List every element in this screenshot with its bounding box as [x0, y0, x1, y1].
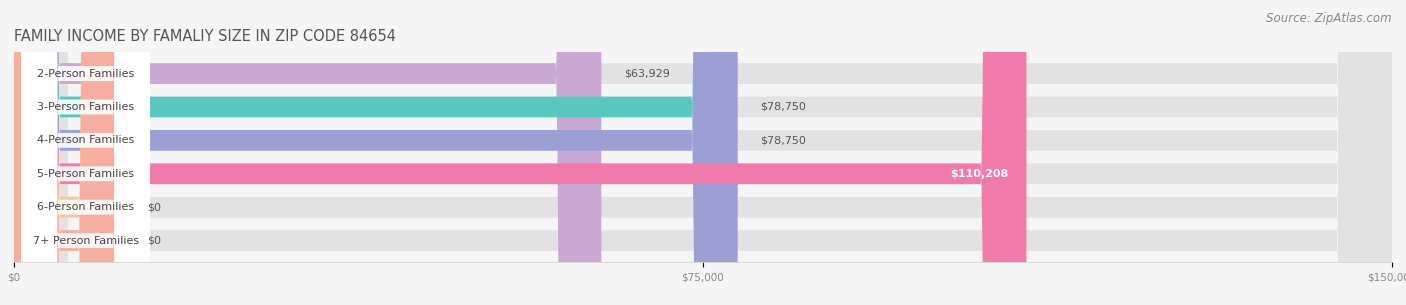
Text: $78,750: $78,750: [761, 102, 806, 112]
Text: 2-Person Families: 2-Person Families: [37, 69, 135, 79]
Text: 5-Person Families: 5-Person Families: [37, 169, 134, 179]
Text: FAMILY INCOME BY FAMALIY SIZE IN ZIP CODE 84654: FAMILY INCOME BY FAMALIY SIZE IN ZIP COD…: [14, 29, 396, 44]
FancyBboxPatch shape: [14, 0, 1392, 305]
Text: $78,750: $78,750: [761, 135, 806, 145]
FancyBboxPatch shape: [14, 0, 1392, 305]
FancyBboxPatch shape: [21, 0, 150, 305]
Text: $0: $0: [148, 235, 162, 246]
FancyBboxPatch shape: [14, 0, 1392, 305]
FancyBboxPatch shape: [14, 0, 1392, 305]
FancyBboxPatch shape: [14, 0, 1392, 305]
Text: Source: ZipAtlas.com: Source: ZipAtlas.com: [1267, 12, 1392, 25]
FancyBboxPatch shape: [21, 0, 150, 305]
Text: 4-Person Families: 4-Person Families: [37, 135, 135, 145]
FancyBboxPatch shape: [14, 0, 602, 305]
FancyBboxPatch shape: [14, 0, 124, 305]
Text: 3-Person Families: 3-Person Families: [37, 102, 134, 112]
FancyBboxPatch shape: [14, 0, 124, 305]
Text: $0: $0: [148, 202, 162, 212]
Text: $110,208: $110,208: [950, 169, 1008, 179]
FancyBboxPatch shape: [14, 0, 1026, 305]
FancyBboxPatch shape: [14, 0, 738, 305]
FancyBboxPatch shape: [14, 0, 1392, 305]
Text: $63,929: $63,929: [624, 69, 671, 79]
Text: 6-Person Families: 6-Person Families: [37, 202, 134, 212]
FancyBboxPatch shape: [21, 0, 150, 305]
Text: 7+ Person Families: 7+ Person Families: [32, 235, 139, 246]
FancyBboxPatch shape: [21, 0, 150, 305]
FancyBboxPatch shape: [21, 0, 150, 305]
FancyBboxPatch shape: [21, 0, 150, 305]
FancyBboxPatch shape: [14, 0, 738, 305]
